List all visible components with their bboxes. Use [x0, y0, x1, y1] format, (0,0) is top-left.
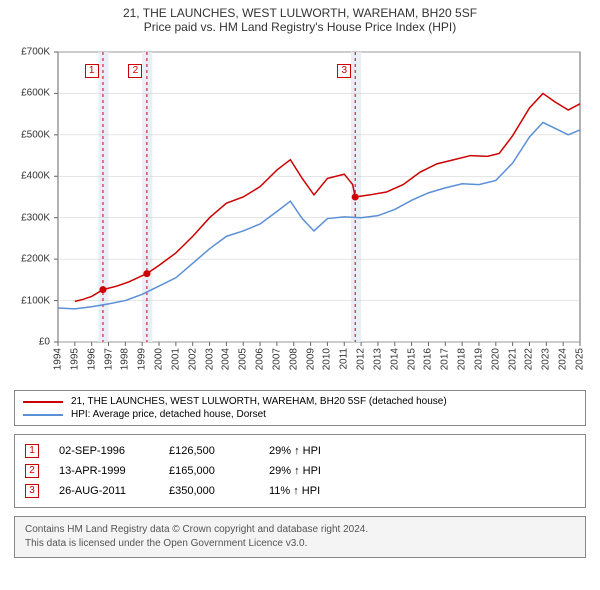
legend-box: 21, THE LAUNCHES, WEST LULWORTH, WAREHAM… — [14, 390, 586, 426]
x-tick-label: 1999 — [137, 348, 148, 370]
y-tick-label: £100K — [10, 295, 50, 306]
x-tick-label: 2025 — [575, 348, 586, 370]
x-tick-label: 2018 — [457, 348, 468, 370]
sales-pct: 11% ↑ HPI — [269, 485, 369, 497]
chart-area: £0 £100K £200K £300K £400K £500K £600K £700K 19… — [10, 42, 590, 382]
x-tick-label: 2023 — [541, 348, 552, 370]
x-tick-label: 2005 — [238, 348, 249, 370]
legend-swatch — [23, 414, 63, 416]
title-line-1: 21, THE LAUNCHES, WEST LULWORTH, WAREHAM… — [0, 0, 600, 20]
sales-pct: 29% ↑ HPI — [269, 465, 369, 477]
chart-marker: 3 — [337, 64, 351, 78]
x-tick-label: 2008 — [288, 348, 299, 370]
footer-line-1: Contains HM Land Registry data © Crown c… — [25, 523, 575, 537]
x-tick-label: 2003 — [204, 348, 215, 370]
legend-label: HPI: Average price, detached house, Dors… — [71, 409, 266, 420]
y-tick-label: £500K — [10, 129, 50, 140]
sales-row: 2 13-APR-1999 £165,000 29% ↑ HPI — [25, 461, 575, 481]
x-tick-label: 2001 — [170, 348, 181, 370]
x-tick-label: 2004 — [221, 348, 232, 370]
x-tick-label: 2006 — [255, 348, 266, 370]
sales-date: 26-AUG-2011 — [59, 485, 149, 497]
y-tick-label: £0 — [10, 337, 50, 348]
y-tick-label: £200K — [10, 254, 50, 265]
x-tick-label: 2007 — [271, 348, 282, 370]
y-tick-label: £700K — [10, 47, 50, 58]
chart-svg — [10, 42, 590, 382]
x-tick-label: 2000 — [154, 348, 165, 370]
x-tick-label: 2019 — [473, 348, 484, 370]
sales-price: £126,500 — [169, 445, 249, 457]
legend-label: 21, THE LAUNCHES, WEST LULWORTH, WAREHAM… — [71, 396, 447, 407]
x-tick-label: 2020 — [490, 348, 501, 370]
x-tick-label: 1995 — [69, 348, 80, 370]
sales-marker: 2 — [25, 464, 39, 478]
sales-pct: 29% ↑ HPI — [269, 445, 369, 457]
x-tick-label: 2017 — [440, 348, 451, 370]
sales-date: 02-SEP-1996 — [59, 445, 149, 457]
x-tick-label: 2009 — [305, 348, 316, 370]
sales-row: 1 02-SEP-1996 £126,500 29% ↑ HPI — [25, 441, 575, 461]
chart-container: 21, THE LAUNCHES, WEST LULWORTH, WAREHAM… — [0, 0, 600, 590]
sales-table: 1 02-SEP-1996 £126,500 29% ↑ HPI 2 13-APR-199… — [14, 434, 586, 508]
chart-marker: 2 — [128, 64, 142, 78]
title-line-2: Price paid vs. HM Land Registry's House … — [0, 20, 600, 34]
sales-price: £350,000 — [169, 485, 249, 497]
legend-row: HPI: Average price, detached house, Dors… — [23, 408, 577, 421]
x-tick-label: 2024 — [558, 348, 569, 370]
x-tick-label: 2021 — [507, 348, 518, 370]
sales-date: 13-APR-1999 — [59, 465, 149, 477]
footer-line-2: This data is licensed under the Open Gov… — [25, 537, 575, 551]
x-tick-label: 1997 — [103, 348, 114, 370]
chart-marker: 1 — [85, 64, 99, 78]
legend-swatch — [23, 401, 63, 403]
footer-box: Contains HM Land Registry data © Crown c… — [14, 516, 586, 558]
x-tick-label: 2015 — [406, 348, 417, 370]
sales-marker: 1 — [25, 444, 39, 458]
x-tick-label: 2010 — [322, 348, 333, 370]
legend-row: 21, THE LAUNCHES, WEST LULWORTH, WAREHAM… — [23, 395, 577, 408]
x-tick-label: 2011 — [339, 348, 350, 370]
sales-marker: 3 — [25, 484, 39, 498]
x-tick-label: 1998 — [120, 348, 131, 370]
x-tick-label: 2012 — [356, 348, 367, 370]
y-tick-label: £300K — [10, 212, 50, 223]
sales-price: £165,000 — [169, 465, 249, 477]
x-tick-label: 1996 — [86, 348, 97, 370]
x-tick-label: 2022 — [524, 348, 535, 370]
x-tick-label: 1994 — [53, 348, 64, 370]
sales-row: 3 26-AUG-2011 £350,000 11% ↑ HPI — [25, 481, 575, 501]
x-tick-label: 2002 — [187, 348, 198, 370]
y-tick-label: £400K — [10, 171, 50, 182]
y-tick-label: £600K — [10, 88, 50, 99]
x-tick-label: 2013 — [372, 348, 383, 370]
x-tick-label: 2016 — [423, 348, 434, 370]
x-tick-label: 2014 — [389, 348, 400, 370]
